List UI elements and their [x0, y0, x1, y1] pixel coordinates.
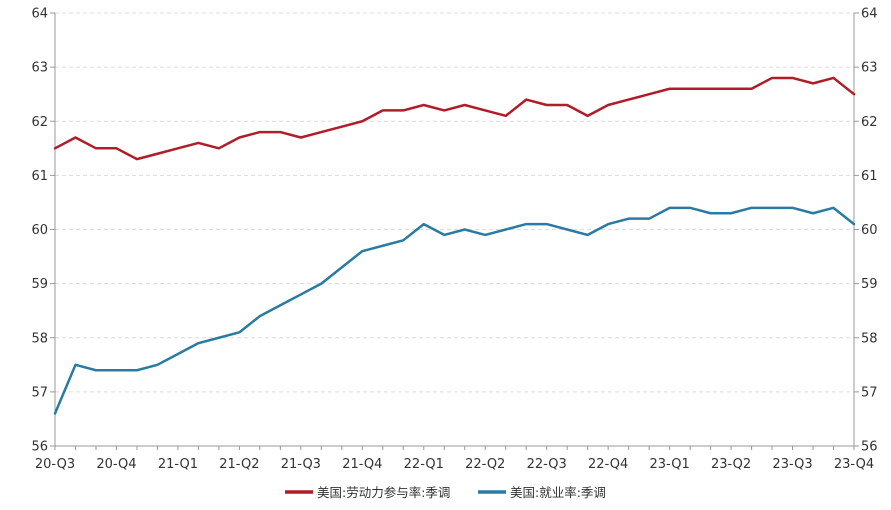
left-y-tick-label: 61 — [31, 169, 48, 184]
legend-item-employment[interactable]: 美国:就业率:季调 — [478, 485, 606, 500]
left-y-tick-label: 57 — [31, 385, 48, 400]
left-y-tick-label: 62 — [31, 115, 48, 130]
x-tick-label: 20-Q3 — [35, 457, 75, 472]
right-y-tick-label: 63 — [861, 61, 878, 76]
left-y-tick-label: 58 — [31, 331, 48, 346]
legend-label-participation: 美国:劳动力参与率:季调 — [317, 485, 450, 500]
x-tick-label: 23-Q1 — [650, 457, 690, 472]
right-y-tick-label: 57 — [861, 385, 878, 400]
x-tick-label: 21-Q4 — [342, 457, 382, 472]
x-tick-label: 21-Q3 — [281, 457, 321, 472]
x-tick-label: 23-Q3 — [772, 457, 812, 472]
right-y-tick-label: 60 — [861, 223, 878, 238]
ticks: 56 56 57 57 58 58 59 59 60 60 61 61 62 62 63 63 64 64 20-Q… — [31, 7, 877, 473]
x-tick-label: 22-Q4 — [588, 457, 628, 472]
right-y-tick-label: 56 — [861, 440, 878, 455]
x-tick-label: 21-Q2 — [219, 457, 259, 472]
series-line-employment — [53, 206, 856, 415]
x-tick-label: 20-Q4 — [96, 457, 136, 472]
legend-label-employment: 美国:就业率:季调 — [510, 485, 606, 500]
x-tick-label: 23-Q2 — [711, 457, 751, 472]
left-y-tick-label: 56 — [31, 440, 48, 455]
gridlines — [55, 12, 854, 393]
x-tick-label: 22-Q3 — [527, 457, 567, 472]
left-y-tick-label: 59 — [31, 277, 48, 292]
right-y-tick-label: 62 — [861, 115, 878, 130]
series-line-participation — [53, 76, 856, 161]
left-y-tick-label: 64 — [31, 7, 48, 22]
x-tick-label: 22-Q1 — [404, 457, 444, 472]
x-tick-label: 23-Q4 — [834, 457, 874, 472]
legend-item-participation[interactable]: 美国:劳动力参与率:季调 — [285, 485, 450, 500]
left-y-tick-label: 63 — [31, 61, 48, 76]
x-tick-label: 21-Q1 — [158, 457, 198, 472]
series-lines — [53, 76, 856, 415]
right-y-tick-label: 64 — [861, 7, 878, 22]
legend: 美国:劳动力参与率:季调 美国:就业率:季调 — [285, 485, 606, 500]
x-tick-label: 22-Q2 — [465, 457, 505, 472]
right-y-tick-label: 59 — [861, 277, 878, 292]
right-y-tick-label: 58 — [861, 331, 878, 346]
left-y-tick-label: 60 — [31, 223, 48, 238]
right-y-tick-label: 61 — [861, 169, 878, 184]
